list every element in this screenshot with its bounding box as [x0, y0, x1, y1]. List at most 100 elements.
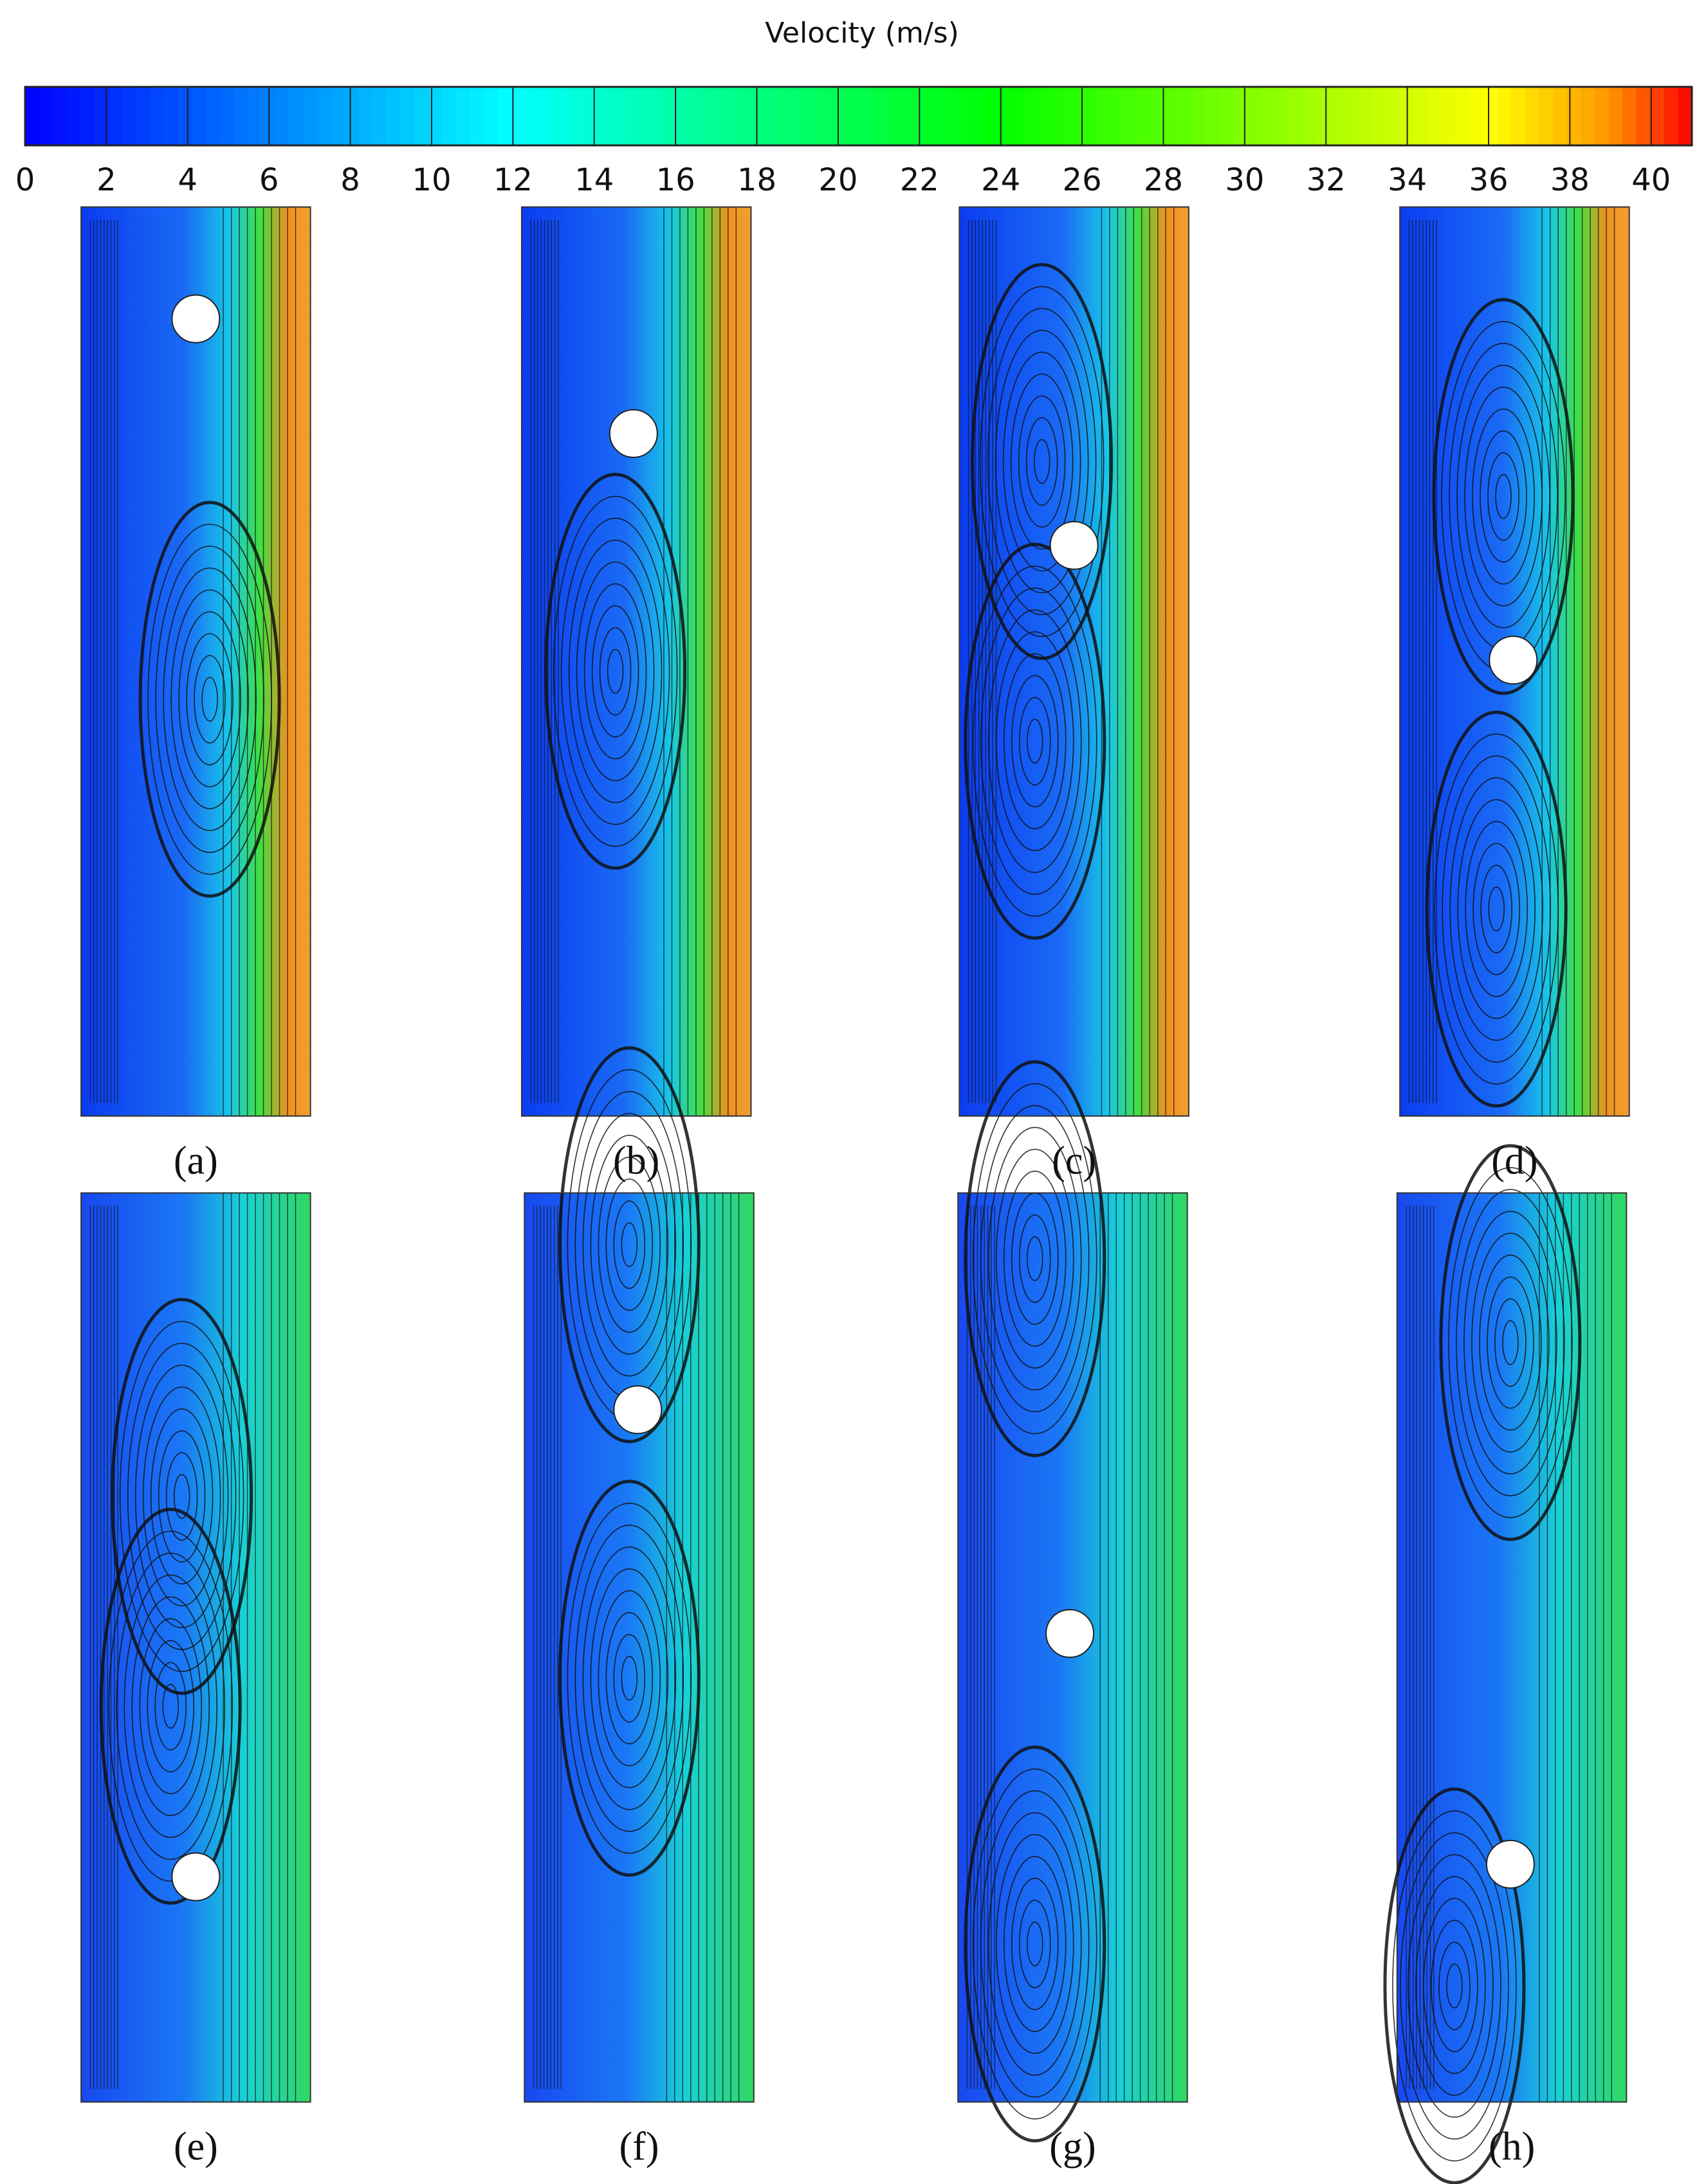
vortex-streamline: [987, 307, 1097, 616]
colorbar-swatch: [1358, 87, 1373, 145]
panel-frame: [958, 206, 1189, 1117]
panel-label: (e): [174, 2125, 218, 2169]
vortex-streamline: [138, 500, 281, 898]
vortex-streamline: [1442, 755, 1551, 1063]
colorbar-swatch: [399, 87, 415, 145]
colorbar-swatch: [886, 87, 901, 145]
colorbar-tick-label: 22: [900, 162, 939, 198]
vortex-streamline: [613, 1634, 646, 1723]
colorbar-swatch: [247, 87, 262, 145]
colorbar-swatch: [1219, 87, 1234, 145]
vortex-streamline: [134, 1364, 229, 1628]
colorbar-swatch: [525, 87, 540, 145]
vortex-streamline: [598, 1157, 661, 1333]
colorbar-tick-label: 6: [259, 162, 279, 198]
vortex-streamline: [1003, 653, 1067, 830]
vortex-streamline: [1408, 1854, 1501, 2118]
vortex-streamline: [147, 524, 272, 875]
vortex-streamline: [1456, 364, 1550, 629]
colorbar-swatch: [1094, 87, 1110, 145]
colorbar-tick-label: 0: [15, 162, 35, 198]
colorbar-tick-label: 12: [493, 162, 533, 198]
colorbar-tick-label: 40: [1631, 162, 1671, 198]
colorbar-swatch: [677, 87, 693, 145]
colorbar-tick-label: 26: [1063, 162, 1102, 198]
colorbar-swatch: [858, 87, 874, 145]
colorbar-tick-label: 20: [818, 162, 858, 198]
colorbar-swatch: [1303, 87, 1318, 145]
colorbar-swatch: [1261, 87, 1276, 145]
vortex-streamline: [607, 648, 624, 694]
cylinder: [1045, 1609, 1095, 1658]
colorbar-tick-label: 38: [1550, 162, 1590, 198]
vortex-streamline: [590, 1568, 669, 1788]
colorbar-swatch: [1483, 87, 1498, 145]
colorbar-swatch: [1080, 87, 1096, 145]
vortex-streamline: [576, 561, 655, 782]
colorbar-swatch: [1372, 87, 1387, 145]
vortex-streamline: [131, 1596, 210, 1817]
colorbar-swatch: [928, 87, 943, 145]
panel-field: [959, 206, 1189, 1116]
vortex-streamline: [1431, 1920, 1478, 2052]
vortex-streamline: [1425, 710, 1568, 1108]
colorbar-swatch: [567, 87, 582, 145]
panel: (a): [80, 206, 311, 1182]
colorbar-swatch: [997, 87, 1013, 145]
colorbar-swatch: [483, 87, 499, 145]
cylinder: [1485, 1839, 1535, 1889]
cylinder: [171, 1852, 221, 1902]
vortex-streamline: [186, 633, 234, 766]
vortex-streamline: [1018, 395, 1066, 528]
colorbar-swatch: [53, 87, 68, 145]
vortex-streamline: [605, 1179, 654, 1311]
colorbar-swatch: [1664, 87, 1679, 145]
colorbar-swatch: [1594, 87, 1610, 145]
vortex-streamline: [598, 1590, 661, 1766]
vortex-streamline: [1018, 1900, 1051, 1988]
vortex-streamline: [139, 1618, 203, 1795]
colorbar-swatch: [553, 87, 568, 145]
vortex-streamline: [560, 517, 670, 825]
vortex-streamline: [590, 1135, 669, 1355]
vortex-streamline: [150, 1408, 214, 1584]
panel: (f): [524, 1046, 755, 2169]
vortex-streamline: [1033, 439, 1050, 484]
colorbar-title: Velocity (m/s): [765, 17, 959, 50]
vortex-streamline: [613, 1200, 646, 1289]
vortex-streamline: [1434, 733, 1559, 1085]
panel-field: [81, 206, 311, 1116]
panel-field: [524, 1193, 754, 2102]
vortex-streamline: [1465, 821, 1528, 997]
vortex-streamline: [194, 655, 226, 744]
cylinder: [171, 294, 221, 344]
panel-label: (g): [1049, 2125, 1096, 2169]
vortex-streamline: [582, 1546, 677, 1810]
vortex-streamline: [558, 1480, 701, 1877]
vortex-streamline: [1439, 1144, 1582, 1541]
vortex-streamline: [99, 1507, 242, 1905]
vortex-streamline: [599, 627, 632, 716]
vortex-streamline: [1432, 298, 1575, 695]
colorbar-swatch: [1455, 87, 1471, 145]
vortex-streamline: [980, 587, 1090, 895]
colorbar-tick-label: 30: [1225, 162, 1264, 198]
vortex-streamline: [553, 495, 678, 847]
colorbar-swatch: [1553, 87, 1568, 145]
colorbar-swatch: [108, 87, 124, 145]
vortex-streamline: [163, 567, 257, 831]
vortex-streamline: [1415, 1876, 1494, 2096]
vortex-streamline: [111, 1298, 253, 1695]
colorbar-swatch: [1052, 87, 1068, 145]
colorbar-swatch: [192, 87, 206, 145]
colorbar-swatch: [1289, 87, 1304, 145]
colorbar-swatch: [594, 87, 609, 145]
vortex-streamline: [155, 546, 264, 853]
vortex-streamline: [1383, 1787, 1526, 2184]
colorbar-swatch: [80, 87, 95, 145]
vortex-streamline: [544, 473, 687, 870]
colorbar-swatch: [1275, 87, 1290, 145]
colorbar-swatch: [1511, 87, 1526, 145]
colorbar-swatch: [94, 87, 109, 145]
